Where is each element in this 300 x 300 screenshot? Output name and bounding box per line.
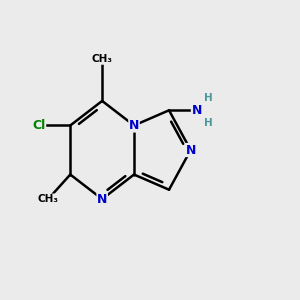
Text: N: N — [191, 104, 202, 117]
Text: H: H — [204, 93, 213, 103]
Text: H: H — [204, 118, 213, 128]
Text: N: N — [185, 143, 196, 157]
Text: Cl: Cl — [32, 119, 46, 132]
Text: N: N — [97, 193, 107, 206]
Text: CH₃: CH₃ — [92, 54, 113, 64]
Text: CH₃: CH₃ — [38, 194, 59, 204]
Text: N: N — [129, 119, 139, 132]
